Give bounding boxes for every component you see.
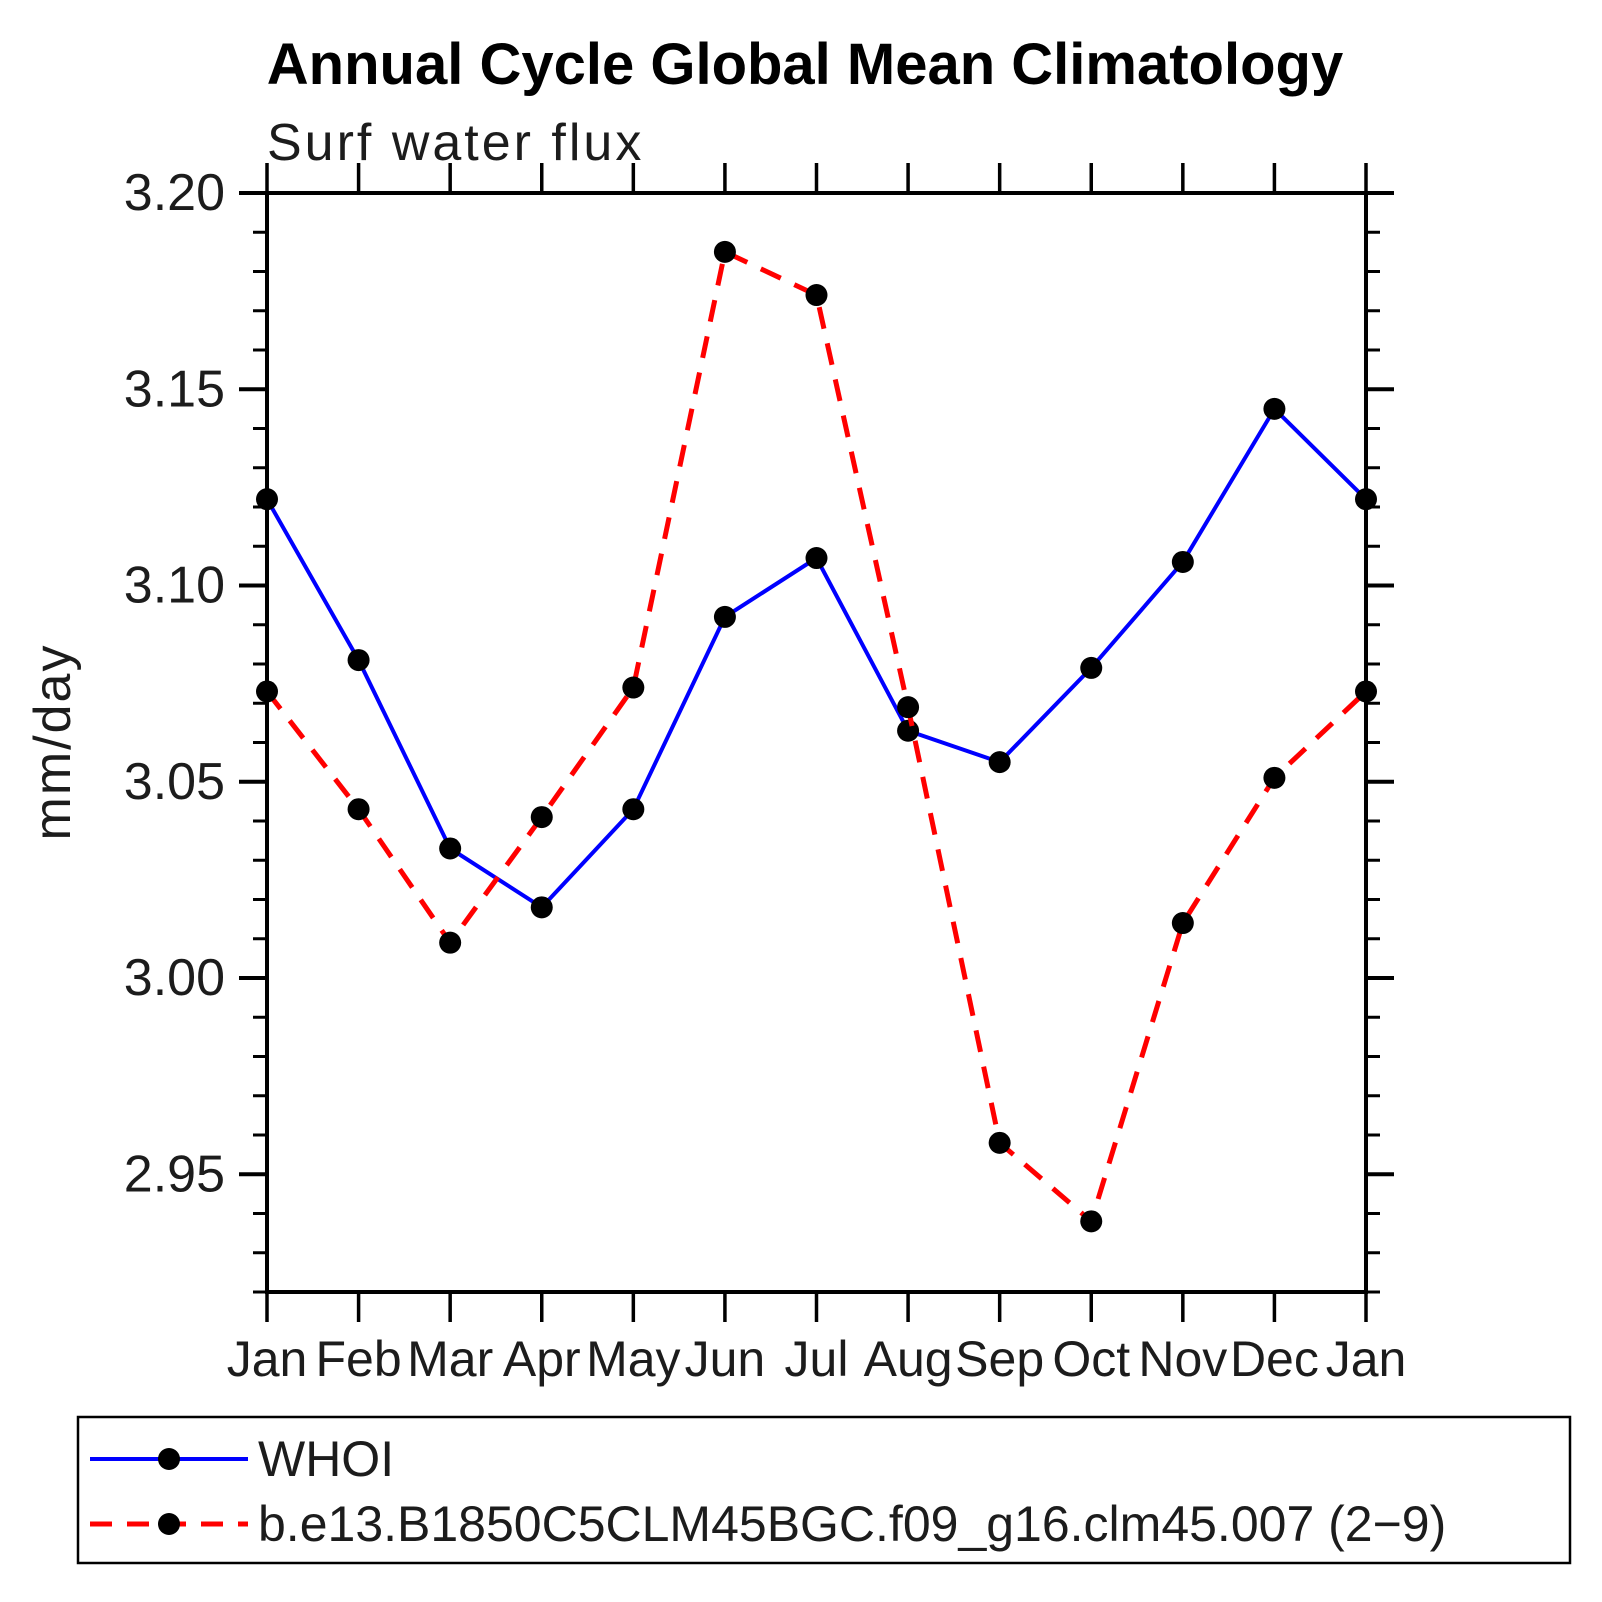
model-line — [265, 248, 1368, 1226]
legend-item: b.e13.B1850C5CLM45BGC.f09_g16.clm45.007 … — [90, 1496, 1446, 1552]
data-point — [988, 751, 1011, 774]
data-point — [256, 488, 278, 511]
x-tick-label: Jul — [785, 1331, 849, 1387]
data-point — [622, 676, 645, 699]
chart-title: Annual Cycle Global Mean Climatology — [267, 32, 1343, 97]
chart-subtitle: Surf water flux — [267, 114, 644, 172]
legend-label: WHOI — [258, 1431, 394, 1487]
legend-marker — [158, 1513, 180, 1535]
data-point — [347, 649, 370, 672]
x-tick-label: Feb — [315, 1331, 401, 1387]
y-tick-label: 3.10 — [124, 557, 225, 615]
y-tick-label: 3.15 — [124, 360, 225, 418]
data-point — [805, 547, 828, 570]
legend-marker — [158, 1448, 180, 1470]
data-point — [988, 1131, 1011, 1154]
series-lines — [256, 240, 1377, 1233]
data-point — [897, 696, 920, 719]
data-point — [1355, 680, 1377, 703]
data-point — [1171, 550, 1194, 573]
data-point — [1080, 656, 1103, 679]
data-point — [1171, 912, 1194, 935]
x-tick-label: Aug — [864, 1331, 953, 1387]
data-point — [256, 680, 278, 703]
x-tick-label: Jan — [1326, 1331, 1407, 1387]
data-point — [1263, 397, 1286, 420]
data-point — [530, 806, 553, 829]
legend-item: WHOI — [90, 1431, 394, 1487]
y-tick-label: 2.95 — [124, 1145, 225, 1203]
y-tick-label: 3.05 — [124, 753, 225, 811]
data-point — [713, 605, 736, 628]
y-axis-label: mm/day — [24, 644, 82, 841]
data-point — [530, 896, 553, 919]
data-point — [439, 931, 462, 954]
legend-label: b.e13.B1850C5CLM45BGC.f09_g16.clm45.007 … — [258, 1496, 1446, 1552]
y-tick-label: 3.20 — [124, 164, 225, 222]
x-tick-label: Apr — [503, 1331, 581, 1387]
x-tick-label: Mar — [407, 1331, 493, 1387]
data-point — [1080, 1210, 1103, 1233]
legend: WHOI b.e13.B1850C5CLM45BGC.f09_g16.clm45.… — [76, 1415, 1572, 1565]
x-tick-label: Jan — [227, 1331, 308, 1387]
plot-border — [265, 191, 1368, 1294]
data-point — [805, 284, 828, 307]
data-point — [1263, 766, 1286, 789]
data-point — [897, 719, 920, 742]
data-point — [347, 798, 370, 821]
x-tick-label: Oct — [1052, 1331, 1130, 1387]
legend-box — [76, 1415, 1572, 1565]
x-tick-label: Dec — [1230, 1331, 1319, 1387]
data-point — [439, 837, 462, 860]
x-tick-label: Sep — [955, 1331, 1044, 1387]
whoi-line — [265, 405, 1368, 910]
data-point — [713, 240, 736, 263]
data-point — [1355, 488, 1377, 511]
x-tick-label: Nov — [1138, 1331, 1227, 1387]
x-tick-label: May — [586, 1331, 680, 1387]
axes: Jan Feb Mar Apr May Jun Jul Aug Sep Oct Nov Dec Jan2… — [124, 163, 1407, 1387]
x-tick-label: Jun — [685, 1331, 766, 1387]
data-point — [622, 798, 645, 821]
y-tick-label: 3.00 — [124, 949, 225, 1007]
